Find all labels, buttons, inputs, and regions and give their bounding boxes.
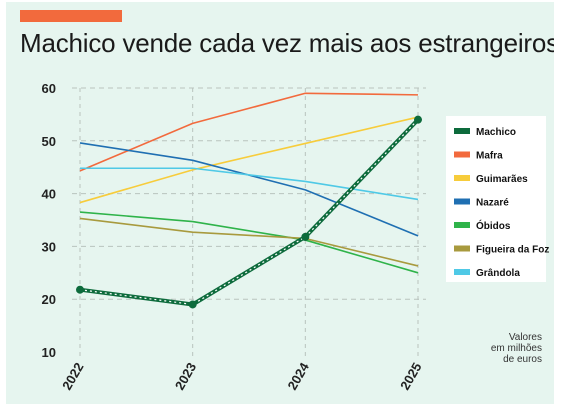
series-line-dash-machico bbox=[79, 119, 419, 306]
legend-label-nazare: Nazaré bbox=[476, 198, 509, 209]
legend-swatch-nazare bbox=[454, 198, 470, 205]
accent-bar bbox=[20, 10, 122, 22]
chart-title: Machico vende cada vez mais aos estrange… bbox=[20, 28, 554, 58]
x-tick-label-2024: 2024 bbox=[284, 359, 312, 392]
series-line-grandola bbox=[80, 167, 419, 201]
y-tick-label-10: 10 bbox=[42, 345, 56, 360]
series-line-figueira-da-foz bbox=[79, 217, 419, 267]
point-machico-2025 bbox=[414, 115, 422, 124]
legend-swatch-obidos bbox=[454, 222, 470, 228]
legend-label-grandola: Grândola bbox=[476, 268, 520, 279]
point-machico-2023 bbox=[188, 300, 197, 309]
point-machico-2024 bbox=[301, 232, 310, 241]
line-chart: 10 20 30 40 50 60 2022 2023 2024 2025 Machico Mafr… bbox=[42, 81, 550, 393]
x-tick-label-2022: 2022 bbox=[59, 360, 86, 393]
unit-note-line-2: em milhões bbox=[490, 343, 542, 354]
unit-note-line-3: de euros bbox=[503, 354, 542, 365]
series-line-obidos bbox=[79, 211, 419, 274]
x-tick-label-2023: 2023 bbox=[172, 360, 199, 393]
series-line-machico bbox=[78, 117, 420, 307]
unit-note-line-1: Valores bbox=[508, 332, 542, 343]
legend-label-guimaraes: Guimarães bbox=[476, 174, 528, 185]
point-machico-2022 bbox=[76, 285, 84, 294]
grid-lines bbox=[72, 87, 426, 358]
legend-label-mafra: Mafra bbox=[476, 151, 503, 162]
series-lines bbox=[76, 92, 422, 309]
y-tick-label-60: 60 bbox=[42, 81, 56, 96]
legend: Machico Mafra Guimarães Nazaré Óbidos Figueir… bbox=[446, 116, 549, 282]
legend-swatch-mafra bbox=[454, 151, 470, 158]
unit-note: Valores em milhões de euros bbox=[491, 332, 542, 365]
legend-label-figueira-da-foz: Figueira da Foz bbox=[476, 245, 549, 256]
y-tick-label-40: 40 bbox=[42, 187, 56, 202]
axes: 10 20 30 40 50 60 2022 2023 2024 2025 bbox=[42, 81, 425, 393]
y-tick-label-20: 20 bbox=[42, 292, 56, 307]
y-tick-label-50: 50 bbox=[42, 134, 56, 149]
x-tick-label-2025: 2025 bbox=[397, 360, 424, 393]
legend-swatch-figueira-da-foz bbox=[454, 245, 470, 252]
series-line-guimaraes bbox=[79, 116, 419, 204]
chart-card: Machico vende cada vez mais aos estrange… bbox=[6, 2, 554, 404]
y-tick-label-30: 30 bbox=[42, 239, 56, 254]
legend-label-obidos: Óbidos bbox=[476, 219, 511, 232]
legend-label-machico: Machico bbox=[476, 127, 516, 138]
legend-swatch-grandola bbox=[454, 269, 470, 275]
legend-swatch-machico bbox=[454, 128, 470, 134]
legend-swatch-guimaraes bbox=[454, 175, 470, 181]
series-line-mafra bbox=[79, 92, 419, 172]
